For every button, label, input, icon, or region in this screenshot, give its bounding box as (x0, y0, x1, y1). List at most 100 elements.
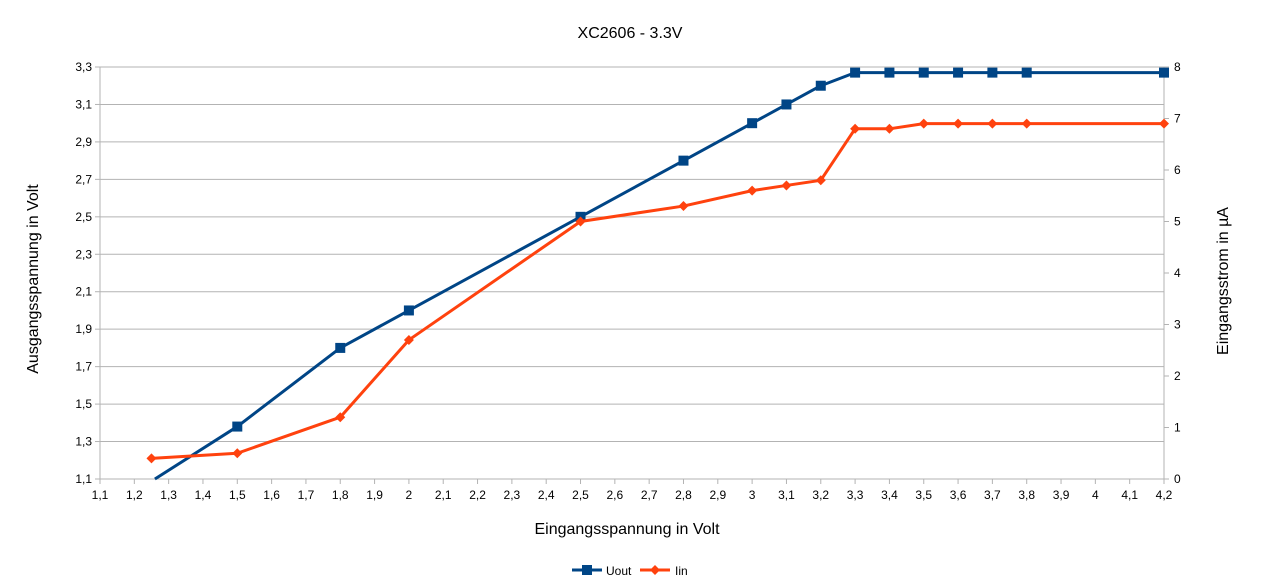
data-point-uout (1021, 67, 1032, 78)
legend-uout-label: Uout (606, 564, 632, 578)
data-point-iin (678, 201, 689, 212)
x-tick-label: 3 (749, 488, 756, 502)
x-tick-label: 1,8 (332, 488, 349, 502)
x-tick-label: 4,2 (1156, 488, 1173, 502)
x-tick-label: 2,8 (675, 488, 692, 502)
y2-tick-label: 2 (1174, 369, 1181, 383)
x-tick-label: 3,3 (847, 488, 864, 502)
data-point-uout (884, 67, 895, 78)
x-tick-label: 3,6 (950, 488, 967, 502)
y-tick-label: 2,1 (75, 285, 92, 299)
x-tick-label: 3,9 (1053, 488, 1070, 502)
axes (95, 66, 1169, 484)
series-line-iin (151, 122, 1164, 460)
data-point-uout (1159, 67, 1169, 78)
x-tick-label: 2,7 (641, 488, 658, 502)
data-point-iin (850, 123, 861, 134)
legend-iin-marker (650, 565, 660, 575)
data-point-iin (1159, 118, 1169, 129)
y-tick-labels: 1,1 1,3 1,5 1,7 1,9 2,1 2,3 2,5 2,7 2,9 3,1 3,3 (75, 60, 92, 486)
data-point-uout (335, 342, 346, 353)
y2-tick-label: 1 (1174, 421, 1181, 435)
y-tick-label: 2,9 (75, 135, 92, 149)
y2-tick-label: 7 (1174, 112, 1181, 126)
y-tick-label: 2,5 (75, 210, 92, 224)
x-tick-label: 2,3 (504, 488, 521, 502)
grid (100, 66, 1164, 480)
x-tick-label: 2,9 (709, 488, 726, 502)
data-point-uout (987, 67, 998, 78)
data-point-iin (953, 118, 964, 129)
y-tick-label: 1,3 (75, 435, 92, 449)
y-tick-label: 3,3 (75, 60, 92, 74)
y-axis-label: Ausgangsspannung in Volt (25, 184, 42, 374)
data-point-uout (953, 67, 964, 78)
y2-tick-label: 5 (1174, 215, 1181, 229)
x-tick-label: 4,1 (1121, 488, 1138, 502)
chart-title: XC2606 - 3.3V (578, 25, 683, 42)
x-tick-label: 1,6 (263, 488, 280, 502)
data-point-uout (403, 305, 414, 316)
data-point-iin (1021, 118, 1032, 129)
data-point-uout (815, 80, 826, 91)
x-tick-label: 2,4 (538, 488, 555, 502)
x-tick-label: 3,2 (812, 488, 829, 502)
series-group (146, 67, 1169, 481)
y-tick-label: 1,5 (75, 397, 92, 411)
data-point-iin (815, 175, 826, 186)
x-tick-label: 2 (406, 488, 413, 502)
legend-uout-marker (582, 565, 592, 575)
x-tick-label: 3,7 (984, 488, 1001, 502)
y-tick-label: 1,1 (75, 472, 92, 486)
data-point-uout (678, 155, 689, 166)
x-tick-label: 2,2 (469, 488, 486, 502)
x-tick-label: 1,7 (298, 488, 315, 502)
x-tick-label: 2,5 (572, 488, 589, 502)
y2-axis-label: Eingangsstrom in µA (1215, 207, 1232, 355)
data-point-uout (781, 99, 792, 110)
y2-tick-label: 0 (1174, 472, 1181, 486)
x-tick-labels: 1,1 1,2 1,3 1,4 1,5 1,6 1,7 1,8 1,9 2 2,1 2,2 2,3 2,4… (92, 488, 1173, 502)
data-point-iin (335, 412, 346, 423)
x-tick-label: 2,6 (606, 488, 623, 502)
y-tick-label: 2,3 (75, 247, 92, 261)
x-tick-label: 1,9 (366, 488, 383, 502)
legend-iin-label: Iin (675, 564, 688, 578)
data-point-uout (918, 67, 929, 78)
data-point-iin (575, 216, 586, 227)
y2-tick-label: 4 (1174, 266, 1181, 280)
x-tick-label: 2,1 (435, 488, 452, 502)
data-point-iin (918, 118, 929, 129)
x-tick-label: 1,2 (126, 488, 143, 502)
data-point-uout (232, 421, 243, 432)
data-point-iin (781, 180, 792, 191)
x-tick-label: 3,4 (881, 488, 898, 502)
x-axis-label: Eingangsspannung in Volt (534, 521, 720, 538)
y-tick-label: 2,7 (75, 172, 92, 186)
x-tick-label: 4 (1092, 488, 1099, 502)
x-tick-label: 3,5 (915, 488, 932, 502)
data-point-uout (850, 67, 861, 78)
data-point-iin (403, 334, 414, 345)
data-point-iin (747, 185, 758, 196)
x-tick-label: 3,1 (778, 488, 795, 502)
data-point-iin (146, 453, 157, 464)
x-tick-label: 1,3 (160, 488, 177, 502)
y2-tick-label: 6 (1174, 163, 1181, 177)
data-point-uout (747, 118, 758, 129)
y2-tick-label: 8 (1174, 60, 1181, 74)
x-tick-label: 3,8 (1018, 488, 1035, 502)
series-line-uout (154, 71, 1164, 481)
x-tick-label: 1,4 (195, 488, 212, 502)
y-tick-label: 1,9 (75, 322, 92, 336)
x-tick-label: 1,5 (229, 488, 246, 502)
data-point-iin (232, 448, 243, 459)
y2-tick-label: 3 (1174, 318, 1181, 332)
y-tick-label: 3,1 (75, 97, 92, 111)
data-point-iin (987, 118, 998, 129)
legend: Uout Iin (572, 564, 688, 578)
data-point-iin (884, 123, 895, 134)
x-tick-label: 1,1 (92, 488, 109, 502)
y2-tick-labels: 0 1 2 3 4 5 6 7 8 (1174, 60, 1181, 486)
